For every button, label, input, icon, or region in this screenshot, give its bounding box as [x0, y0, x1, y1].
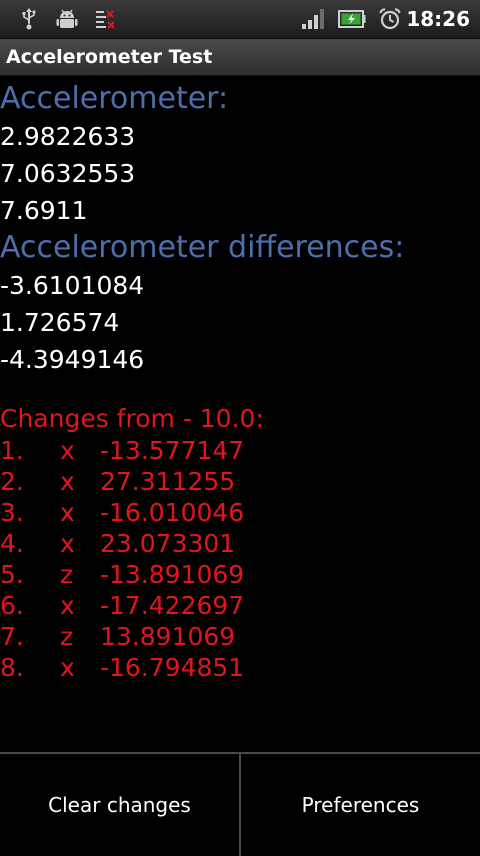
- status-clock: 18:26: [406, 7, 470, 31]
- bottom-button-bar: Clear changes Preferences: [0, 752, 480, 856]
- change-row: 7. z 13.891069: [0, 621, 480, 652]
- change-index: 7.: [0, 622, 24, 651]
- change-value: 23.073301: [100, 529, 236, 558]
- accelerometer-value-z: 7.6911: [0, 196, 88, 225]
- change-axis: x: [60, 653, 75, 682]
- difference-value-z: -4.3949146: [0, 345, 145, 374]
- change-axis: z: [60, 560, 74, 589]
- button-divider: [239, 754, 241, 856]
- change-axis: x: [60, 591, 75, 620]
- change-row: 1. x -13.577147: [0, 435, 480, 466]
- change-row: 3. x -16.010046: [0, 497, 480, 528]
- change-axis: x: [60, 529, 75, 558]
- notification-icon: [93, 6, 117, 32]
- change-row: 4. x 23.073301: [0, 528, 480, 559]
- difference-value-x: -3.6101084: [0, 271, 145, 300]
- accelerometer-heading: Accelerometer:: [0, 81, 229, 116]
- battery-icon: [337, 6, 367, 32]
- change-value: -16.794851: [100, 653, 245, 682]
- change-row: 6. x -17.422697: [0, 590, 480, 621]
- change-index: 2.: [0, 467, 24, 496]
- usb-icon: [18, 6, 40, 32]
- change-value: 27.311255: [100, 467, 236, 496]
- preferences-button[interactable]: Preferences: [241, 754, 480, 856]
- change-value: -13.891069: [100, 560, 245, 589]
- change-axis: x: [60, 467, 75, 496]
- changes-heading: Changes from - 10.0:: [0, 404, 264, 433]
- difference-value-y: 1.726574: [0, 308, 120, 337]
- change-index: 5.: [0, 560, 24, 589]
- change-index: 3.: [0, 498, 24, 527]
- change-axis: x: [60, 436, 75, 465]
- app-title-bar: Accelerometer Test: [0, 39, 480, 76]
- change-value: -16.010046: [100, 498, 245, 527]
- change-index: 1.: [0, 436, 24, 465]
- change-row: 8. x -16.794851: [0, 652, 480, 683]
- sensor-readings: Accelerometer: 2.9822633 7.0632553 7.691…: [0, 80, 480, 378]
- change-value: 13.891069: [100, 622, 236, 651]
- accelerometer-value-x: 2.9822633: [0, 122, 136, 151]
- change-axis: x: [60, 498, 75, 527]
- differences-heading: Accelerometer differences:: [0, 230, 405, 265]
- clear-changes-button[interactable]: Clear changes: [0, 754, 239, 856]
- change-index: 6.: [0, 591, 24, 620]
- change-index: 4.: [0, 529, 24, 558]
- status-bar: 18:26: [0, 0, 480, 39]
- app-title: Accelerometer Test: [6, 46, 213, 68]
- changes-list: Changes from - 10.0: 1. x -13.577147 2. …: [0, 403, 480, 683]
- change-index: 8.: [0, 653, 24, 682]
- android-debug-icon: [54, 6, 80, 32]
- change-row: 5. z -13.891069: [0, 559, 480, 590]
- change-value: -13.577147: [100, 436, 245, 465]
- accelerometer-value-y: 7.0632553: [0, 159, 136, 188]
- alarm-icon: [377, 6, 403, 32]
- change-value: -17.422697: [100, 591, 245, 620]
- signal-icon: [300, 6, 326, 32]
- change-row: 2. x 27.311255: [0, 466, 480, 497]
- change-axis: z: [60, 622, 74, 651]
